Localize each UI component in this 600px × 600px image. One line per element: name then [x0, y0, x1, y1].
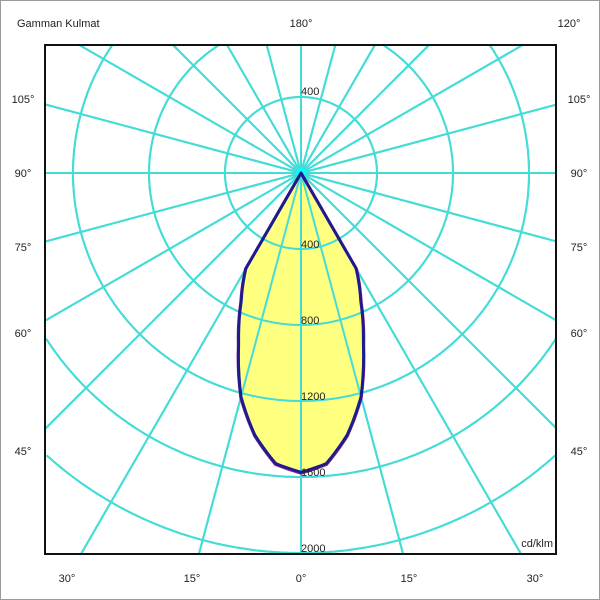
grid-spoke-overlay: [300, 44, 376, 174]
angle-label-right: 45°: [571, 446, 588, 458]
angle-label-right: 90°: [571, 168, 588, 180]
grid-spoke-overlay: [44, 172, 302, 243]
grid-spoke-overlay: [300, 172, 557, 243]
angle-label-bottom: 0°: [296, 573, 307, 585]
unit-label: cd/klm: [521, 538, 553, 550]
angle-label-bottom: 30°: [59, 573, 76, 585]
angle-label-right: 75°: [571, 242, 588, 254]
grid-spoke-overlay: [300, 172, 557, 429]
radial-label: 400: [301, 239, 319, 251]
grid-spoke-overlay: [226, 44, 302, 174]
grid-spoke-overlay: [44, 172, 302, 322]
radial-label: 1600: [301, 467, 325, 479]
grid-spoke-overlay: [300, 172, 557, 322]
angle-label-left: 45°: [15, 446, 32, 458]
grid-spoke-overlay: [265, 44, 302, 174]
chart-title: Gamman Kulmat: [17, 18, 100, 30]
angle-label-right: 60°: [571, 328, 588, 340]
grid-spoke-overlay: [197, 172, 302, 555]
angle-label-bottom: 15°: [401, 573, 418, 585]
grid-spoke-overlay: [300, 172, 405, 555]
grid-circle-overlay: [148, 44, 454, 326]
angle-label-bottom: 15°: [184, 573, 201, 585]
grid-spoke-overlay: [300, 44, 524, 174]
radial-label: 800: [301, 315, 319, 327]
grid-spoke-overlay: [44, 103, 302, 174]
curves: [44, 44, 557, 555]
grid-spoke-overlay: [300, 103, 557, 174]
grid-spoke-overlay: [78, 44, 302, 174]
grid-spoke-overlay: [300, 44, 430, 174]
intensity-curve-1: [236, 171, 366, 474]
angle-label-left: 105°: [12, 94, 35, 106]
grid-spoke-overlay: [44, 172, 302, 430]
angle-label-right: 105°: [568, 94, 591, 106]
angle-label-bottom: 30°: [527, 573, 544, 585]
radial-label-top: 400: [301, 86, 319, 98]
grid-circle-overlay: [72, 44, 530, 402]
angle-label-left: 60°: [15, 328, 32, 340]
plot-frame: [44, 44, 557, 555]
grid-spoke-overlay: [300, 44, 337, 174]
angle-label-left: 75°: [15, 242, 32, 254]
radial-label: 2000: [301, 543, 325, 555]
angle-label-top-180: 180°: [290, 18, 313, 30]
radial-label: 1200: [301, 391, 325, 403]
angle-label-top-120: 120°: [558, 18, 581, 30]
grid-spoke-overlay: [172, 44, 302, 174]
angle-label-left: 90°: [15, 168, 32, 180]
